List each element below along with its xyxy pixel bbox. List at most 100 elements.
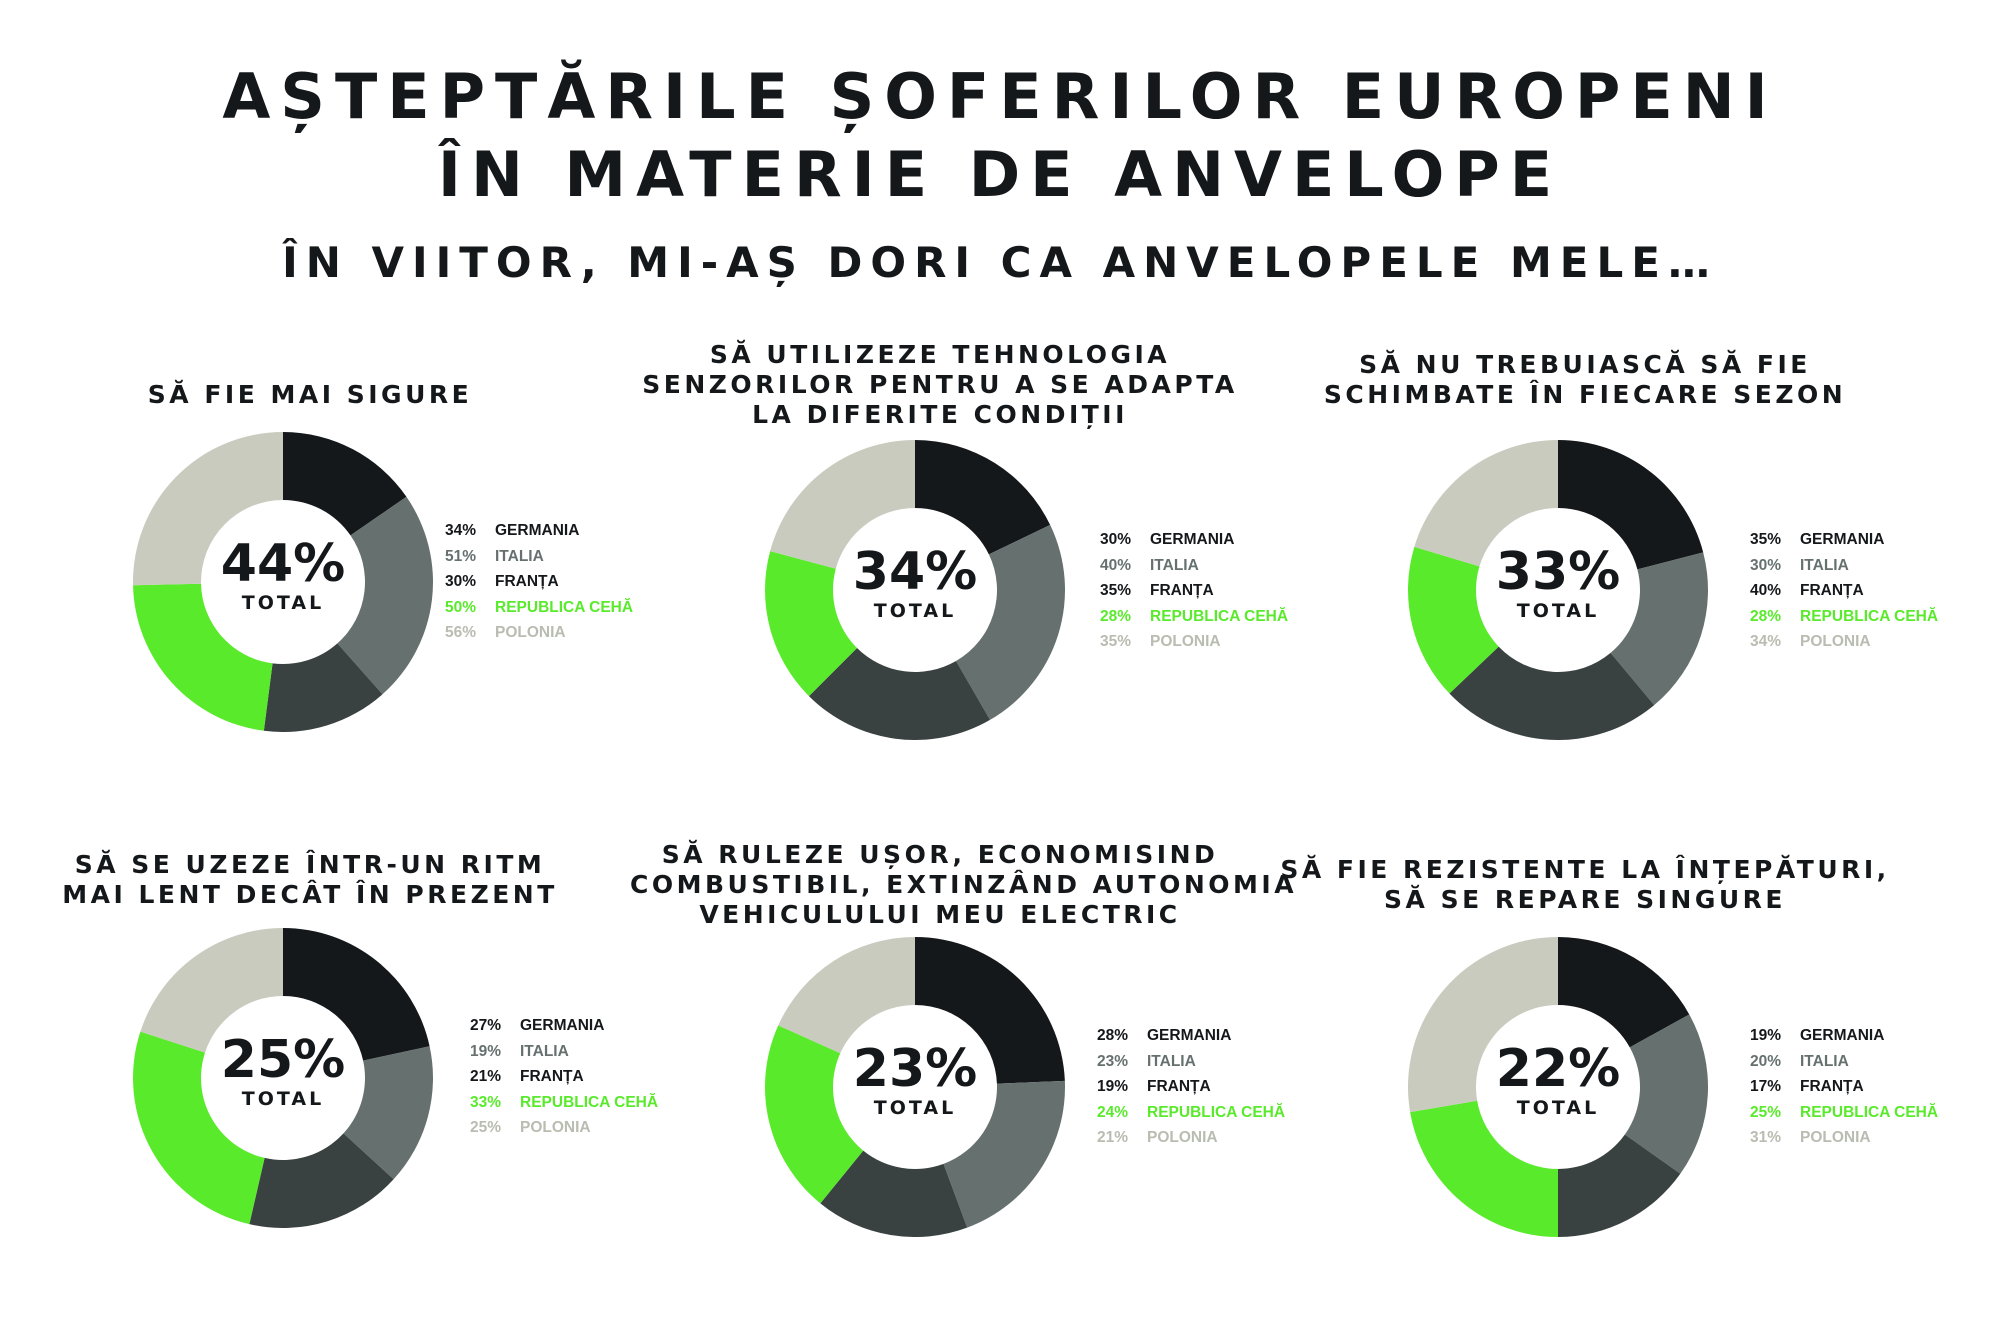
legend-country: POLONIA [1150,633,1221,650]
donut-svg [1408,440,1708,740]
legend-value: 19% [1750,1027,1782,1044]
donut-slice-polonia [770,440,915,569]
donut-slice-germania [915,440,1051,555]
legend-item: 30% FRANȚA [445,569,685,595]
chart-title-line: SĂ RULEZE UȘOR, ECONOMISIND [661,840,1219,869]
legend-item: 19% ITALIA [470,1039,710,1065]
donut-slice-polonia [1408,937,1558,1113]
chart-title-line: COMBUSTIBIL, EXTINZÂND AUTONOMIA [630,870,1298,899]
chart-panel: SĂ RULEZE UȘOR, ECONOMISIND COMBUSTIBIL, … [630,830,1298,1330]
donut-slice-germania [283,432,407,536]
chart-title-line: MAI LENT DECÂT ÎN PREZENT [62,880,558,909]
legend: 35% GERMANIA 30% ITALIA 40% FRANȚA 28% REPUBLIC… [1750,527,1990,655]
donut-svg [765,440,1065,740]
legend-value: 27% [470,1017,502,1034]
chart-title-line: SĂ FIE REZISTENTE LA ÎNȚEPĂTURI, [1280,855,1890,884]
chart-title: SĂ FIE REZISTENTE LA ÎNȚEPĂTURI, SĂ SE RE… [1275,855,1895,915]
legend-country: REPUBLICA CEHĂ [520,1093,659,1111]
legend-country: POLONIA [495,624,566,641]
total-value: 44% [220,534,346,594]
donut-slice-germania [915,937,1065,1084]
total-label: TOTAL [241,1088,325,1110]
total-value: 33% [1495,542,1621,602]
legend-value: 56% [445,624,477,641]
legend-value: 19% [1097,1078,1129,1095]
legend-country: FRANȚA [1147,1078,1211,1095]
legend-item: 21% FRANȚA [470,1064,710,1090]
legend-item: 30% GERMANIA [1100,527,1340,553]
donut-slice-italia [343,1046,433,1180]
chart-panel: SĂ FIE MAI SIGURE 44% TOTAL 34% GERMANIA 51% I… [0,340,633,840]
legend-item: 17% FRANȚA [1750,1074,1990,1100]
legend: 19% GERMANIA 20% ITALIA 17% FRANȚA 25% REPUBLIC… [1750,1023,1990,1151]
legend: 34% GERMANIA 51% ITALIA 30% FRANȚA 50% REPUBLIC… [445,518,685,646]
chart-title: SĂ SE UZEZE ÎNTR-UN RITM MAI LENT DECÂT Î… [0,850,620,910]
donut-chart: 34% TOTAL [765,440,1065,740]
legend-country: GERMANIA [495,522,580,539]
legend-value: 40% [1750,582,1782,599]
legend-country: GERMANIA [1800,1027,1885,1044]
legend-country: GERMANIA [1147,1027,1232,1044]
donut-slice-polonia [140,928,283,1053]
legend-country: POLONIA [1800,633,1871,650]
legend-country: ITALIA [1800,556,1849,574]
legend-country: GERMANIA [520,1017,605,1034]
legend-value: 34% [445,522,477,539]
total-label: TOTAL [873,1097,957,1119]
legend-country: POLONIA [1800,1129,1871,1146]
legend-value: 30% [1100,531,1132,548]
legend-country: ITALIA [1147,1052,1196,1070]
donut-slice-germania [1558,937,1690,1048]
chart-title-line: SĂ NU TREBUIASCĂ SĂ FIE [1359,350,1811,379]
donut-slice-italia [956,524,1065,720]
legend-value: 28% [1100,607,1132,625]
legend-item: 34% GERMANIA [445,518,685,544]
chart-title-line: SĂ UTILIZEZE TEHNOLOGIA [709,340,1171,369]
chart-panel: SĂ FIE REZISTENTE LA ÎNȚEPĂTURI, SĂ SE RE… [1275,830,1938,1330]
legend-value: 28% [1097,1027,1129,1044]
donut-slice-italia [1610,552,1708,706]
legend-value: 35% [1750,531,1782,548]
legend-item: 25% REPUBLICA CEHĂ [1750,1100,1990,1126]
donut-slice-germania [1558,440,1704,570]
legend-value: 35% [1100,582,1132,599]
legend-country: POLONIA [520,1119,591,1136]
donut-slice-polonia [778,937,915,1054]
legend-item: 19% FRANȚA [1097,1074,1337,1100]
legend-country: ITALIA [520,1042,569,1060]
main-title: AȘTEPTĂRILE ȘOFERILOR EUROPENI ÎN MATERI… [0,58,2000,214]
legend-value: 25% [1750,1103,1782,1121]
main-title-line-1: AȘTEPTĂRILE ȘOFERILOR EUROPENI [222,60,1778,133]
chart-panel: SĂ NU TREBUIASCĂ SĂ FIE SCHIMBATE ÎN FIEC… [1275,340,1938,840]
legend-country: REPUBLICA CEHĂ [1147,1103,1286,1121]
donut-chart: 22% TOTAL [1408,937,1708,1237]
legend: 28% GERMANIA 23% ITALIA 19% FRANȚA 24% REPUBLIC… [1097,1023,1337,1151]
legend-value: 28% [1750,607,1782,625]
legend-value: 23% [1097,1052,1129,1070]
total-value: 25% [220,1030,346,1090]
total-label: TOTAL [1516,1097,1600,1119]
legend-country: ITALIA [1800,1052,1849,1070]
main-title-line-2: ÎN MATERIE DE ANVELOPE [437,138,1563,211]
donut-slice-republica-cehă [1410,1100,1558,1237]
chart-title: SĂ UTILIZEZE TEHNOLOGIA SENZORILOR PENTRU… [630,340,1250,430]
chart-title-line: VEHICULULUI MEU ELECTRIC [699,900,1181,929]
chart-title: SĂ FIE MAI SIGURE [0,380,620,410]
legend-country: ITALIA [1150,556,1199,574]
donut-slice-franța [808,647,990,740]
donut-chart: 25% TOTAL [133,928,433,1228]
chart-title-line: SCHIMBATE ÎN FIECARE SEZON [1323,380,1847,409]
legend-country: REPUBLICA CEHĂ [1800,607,1939,625]
total-value: 22% [1495,1039,1621,1099]
chart-panel: SĂ UTILIZEZE TEHNOLOGIA SENZORILOR PENTRU… [630,330,1288,830]
chart-title-line: SĂ SE UZEZE ÎNTR-UN RITM [74,850,546,879]
legend-item: 25% POLONIA [470,1115,710,1141]
donut-slice-italia [943,1080,1065,1228]
legend-country: GERMANIA [1150,531,1235,548]
legend-country: FRANȚA [1150,582,1214,599]
donut-chart: 33% TOTAL [1408,440,1708,740]
chart-title-line: SENZORILOR PENTRU A SE ADAPTA [642,370,1238,399]
legend-item: 28% REPUBLICA CEHĂ [1750,604,1990,630]
legend-item: 28% GERMANIA [1097,1023,1337,1049]
legend-country: ITALIA [495,547,544,565]
